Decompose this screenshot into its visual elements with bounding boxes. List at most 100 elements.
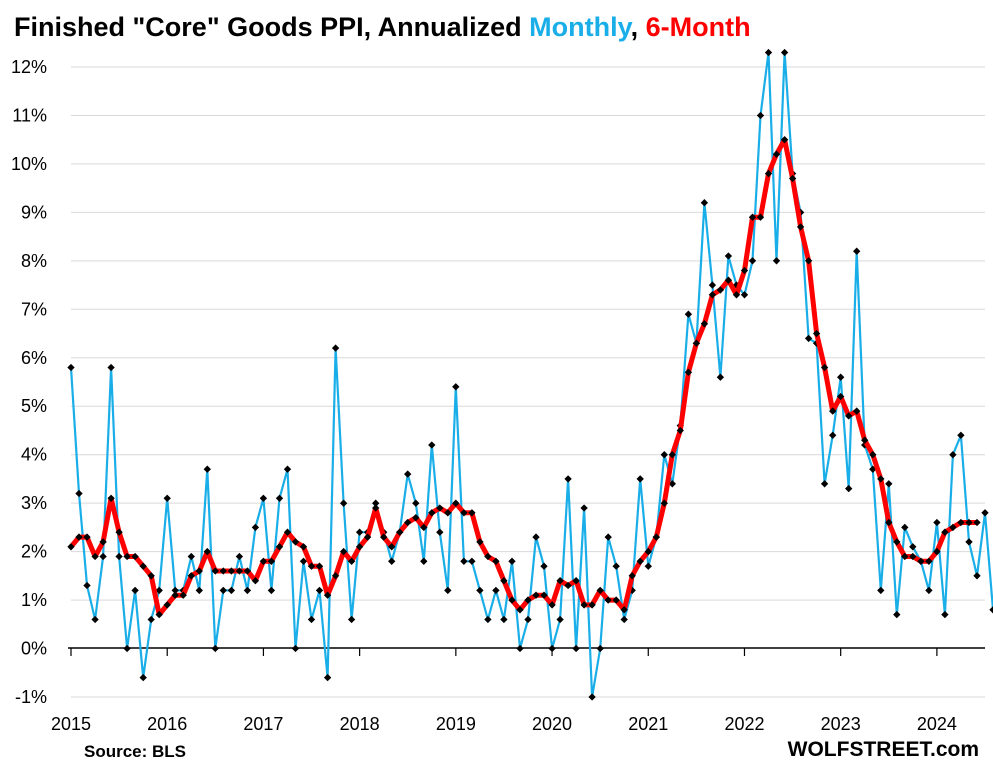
data-point xyxy=(115,528,123,536)
gridlines xyxy=(71,66,985,698)
data-point xyxy=(476,538,484,546)
data-point xyxy=(596,586,604,595)
data-point xyxy=(147,615,155,624)
data-point xyxy=(893,538,901,546)
data-point xyxy=(853,247,861,255)
data-point xyxy=(564,475,572,483)
data-point xyxy=(275,494,284,502)
data-point xyxy=(195,586,203,595)
data-point xyxy=(347,557,356,565)
data-point xyxy=(444,509,452,517)
data-point xyxy=(299,543,308,551)
data-point xyxy=(428,441,436,449)
data-point xyxy=(468,509,476,517)
data-point xyxy=(708,281,717,289)
data-point xyxy=(259,494,268,502)
data-point xyxy=(283,465,292,473)
data-point xyxy=(596,644,604,653)
y-tick-label: 9% xyxy=(21,202,47,222)
x-tick-label: 2019 xyxy=(436,714,476,734)
data-point xyxy=(355,528,364,536)
data-point xyxy=(732,291,741,299)
data-point xyxy=(436,504,444,512)
data-point xyxy=(500,615,508,624)
data-point xyxy=(837,373,845,381)
y-tick-label: 0% xyxy=(21,639,47,659)
data-point xyxy=(259,557,268,565)
data-point xyxy=(516,644,524,653)
data-point xyxy=(949,451,957,459)
data-point xyxy=(933,518,941,527)
x-tick-label: 2016 xyxy=(147,714,187,734)
y-tick-label: 3% xyxy=(21,493,47,513)
data-point xyxy=(660,499,668,507)
data-point xyxy=(941,528,949,536)
data-point xyxy=(163,494,171,502)
data-point xyxy=(363,533,372,541)
data-point xyxy=(107,363,115,372)
data-point xyxy=(612,562,620,570)
y-tick-label: 10% xyxy=(11,154,47,174)
data-point xyxy=(909,543,917,551)
data-point xyxy=(644,562,652,570)
data-point xyxy=(227,586,236,595)
data-point xyxy=(420,523,428,532)
y-tick-label: 5% xyxy=(21,396,47,416)
data-point xyxy=(171,591,179,599)
data-point xyxy=(877,586,885,595)
data-point xyxy=(123,644,131,653)
data-point xyxy=(380,533,388,541)
data-point xyxy=(99,538,107,546)
data-point xyxy=(925,586,933,595)
data-point xyxy=(484,552,492,561)
data-point xyxy=(139,562,147,570)
data-point xyxy=(524,596,532,604)
data-point xyxy=(548,644,556,653)
data-point xyxy=(877,475,885,483)
data-point xyxy=(588,693,596,701)
data-point xyxy=(99,552,107,561)
data-point xyxy=(660,451,668,459)
data-point xyxy=(540,591,548,599)
data-point xyxy=(139,673,147,682)
data-point xyxy=(716,373,725,381)
data-point xyxy=(299,557,308,565)
data-point xyxy=(885,518,893,527)
data-point xyxy=(267,557,276,565)
data-point xyxy=(187,552,195,561)
source-label: Source: BLS xyxy=(84,742,187,761)
data-point xyxy=(853,407,861,415)
data-point xyxy=(612,596,620,604)
data-point xyxy=(91,615,99,624)
x-tick-label: 2024 xyxy=(917,714,957,734)
data-point xyxy=(620,615,628,624)
data-point xyxy=(604,596,612,604)
data-point xyxy=(307,615,316,624)
data-point xyxy=(243,567,252,575)
data-point xyxy=(949,523,957,532)
x-tick-label: 2015 xyxy=(51,714,91,734)
data-point xyxy=(251,577,260,585)
data-point xyxy=(492,586,500,595)
data-point xyxy=(331,344,340,352)
data-point xyxy=(780,48,789,57)
y-tick-label: 2% xyxy=(21,542,47,562)
data-point xyxy=(412,514,420,522)
data-point xyxy=(668,480,676,488)
data-point xyxy=(636,557,644,565)
data-point xyxy=(75,489,83,498)
data-point xyxy=(941,610,949,619)
data-point xyxy=(388,557,396,565)
data-point xyxy=(829,407,837,415)
y-tick-label: 7% xyxy=(21,299,47,319)
data-point xyxy=(396,528,404,536)
data-point xyxy=(804,257,813,265)
data-point xyxy=(123,552,131,561)
data-point xyxy=(973,572,981,580)
data-point xyxy=(339,499,348,507)
data-point xyxy=(331,572,340,580)
data-point xyxy=(548,601,556,609)
data-point xyxy=(901,552,909,561)
x-tick-label: 2023 xyxy=(821,714,861,734)
data-point xyxy=(532,533,540,541)
